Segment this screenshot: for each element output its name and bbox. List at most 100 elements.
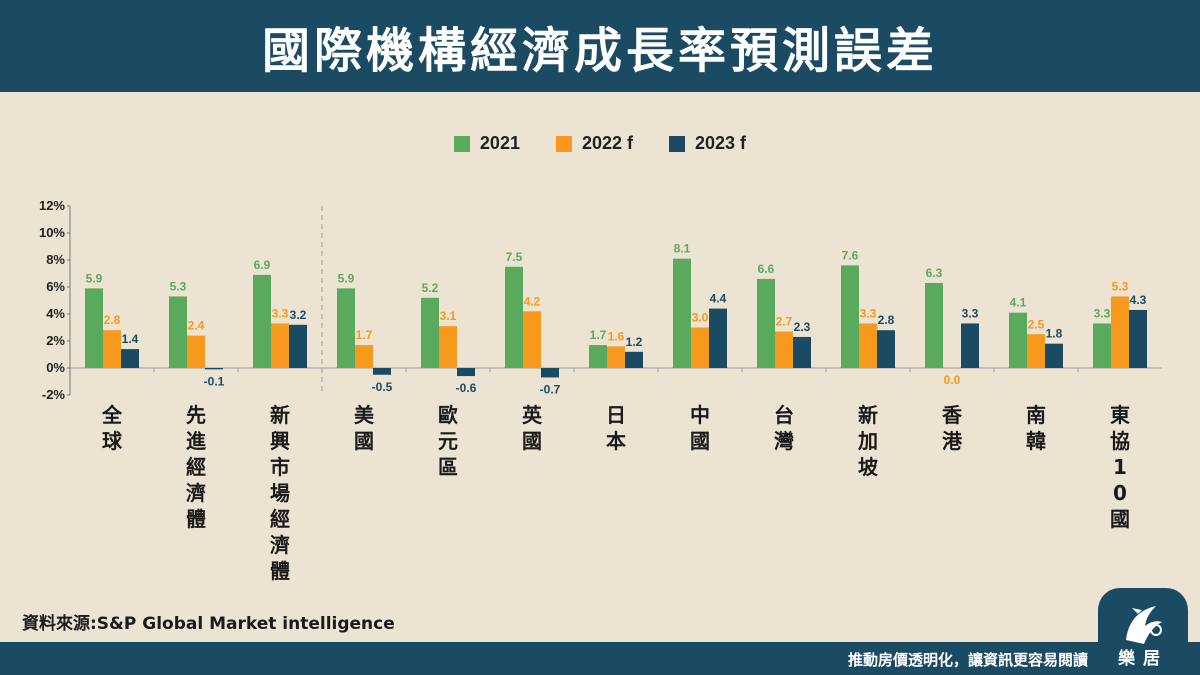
data-label: -0.1 [204, 374, 225, 388]
category-label: 歐 [438, 403, 458, 427]
bar [607, 346, 625, 368]
category-label: 中 [690, 403, 710, 427]
bar [505, 266, 523, 368]
data-label: 4.3 [1130, 293, 1147, 307]
bar [103, 330, 121, 368]
bar [457, 368, 475, 377]
y-tick-label: 10% [39, 225, 65, 240]
data-label: 0.0 [944, 373, 961, 387]
category-label: 經 [270, 507, 290, 531]
data-label: -0.7 [540, 382, 561, 396]
category-label: 本 [606, 429, 626, 453]
bar [673, 258, 691, 368]
legend-swatch-2023 [669, 135, 686, 152]
data-label: 6.6 [758, 262, 775, 276]
y-tick-label: 6% [46, 279, 65, 294]
data-label: 6.3 [926, 266, 943, 280]
data-label: 2.5 [1028, 317, 1045, 331]
legend-swatch-2021 [453, 135, 470, 152]
category-label: 新 [270, 403, 290, 427]
category-label: 南 [1026, 403, 1046, 427]
category-label: 新 [858, 403, 878, 427]
data-label: 5.3 [170, 279, 187, 293]
data-label: -0.5 [372, 380, 393, 394]
category-label: 香 [942, 403, 963, 427]
data-label: 2.8 [878, 313, 895, 327]
category-label: 體 [186, 507, 206, 531]
y-tick-label: 2% [46, 333, 65, 348]
bar [691, 327, 709, 368]
bar [1111, 296, 1129, 368]
data-label: 2.3 [794, 320, 811, 334]
category-label: 加 [857, 429, 878, 453]
bar [355, 345, 373, 368]
data-label: -0.6 [456, 381, 477, 395]
category-label: 台 [774, 403, 794, 427]
legend-item-2023: 2023 f [669, 133, 746, 154]
bar [121, 349, 139, 368]
data-label: 1.8 [1046, 327, 1063, 341]
data-label: 7.6 [842, 248, 859, 262]
bar [523, 311, 541, 368]
category-label: 協 [1110, 429, 1130, 453]
bar [1045, 343, 1063, 368]
category-label: 坡 [858, 455, 879, 479]
data-label: 3.3 [962, 306, 979, 320]
bar [421, 297, 439, 368]
category-label: 區 [438, 455, 458, 479]
y-tick-label: 8% [46, 252, 65, 267]
data-label: 3.3 [272, 306, 289, 320]
data-label: 1.6 [608, 329, 625, 343]
data-label: 8.1 [674, 242, 691, 256]
data-label: 3.1 [440, 309, 457, 323]
legend-label-2022: 2022 f [581, 133, 634, 153]
bar [961, 323, 979, 368]
bar [625, 351, 643, 368]
data-label: 4.4 [710, 292, 727, 306]
bar [289, 324, 307, 368]
category-label: 英 [522, 403, 543, 427]
category-label: 先 [186, 403, 206, 427]
data-label: 5.9 [338, 271, 355, 285]
bar [439, 326, 457, 368]
category-label: 0 [1113, 481, 1127, 505]
data-label: 7.5 [506, 250, 523, 264]
legend-item-2022: 2022 f [555, 133, 634, 154]
bar [1129, 309, 1147, 368]
bar [859, 323, 877, 368]
bar [1093, 323, 1111, 368]
data-label: 4.1 [1010, 296, 1027, 310]
data-label: 3.3 [860, 306, 877, 320]
data-label: 2.8 [104, 313, 121, 327]
bird-logo-icon [1126, 606, 1162, 644]
data-label: 4.2 [524, 294, 541, 308]
bar [925, 282, 943, 368]
data-label: 2.4 [188, 319, 205, 333]
category-label: 東 [1110, 403, 1130, 427]
data-label: 1.4 [122, 332, 139, 346]
data-label: 1.7 [356, 328, 373, 342]
y-tick-label: 0% [46, 360, 65, 375]
category-label: 灣 [774, 429, 794, 453]
bar [373, 368, 391, 375]
category-label: 國 [1110, 507, 1130, 531]
legend-swatch-2022 [555, 135, 572, 152]
y-tick-label: -2% [42, 387, 66, 402]
bar [337, 288, 355, 368]
bar [841, 265, 859, 368]
category-label: 韓 [1026, 429, 1046, 453]
data-label: 1.2 [626, 335, 643, 349]
bar [205, 368, 223, 370]
legend-item-2021: 2021 [453, 133, 520, 154]
bar [1027, 334, 1045, 368]
bar [709, 308, 727, 368]
legend-label-2021: 2021 [479, 133, 520, 153]
data-label: 5.3 [1112, 279, 1129, 293]
category-label: 濟 [186, 481, 206, 505]
category-label: 經 [186, 455, 206, 479]
bar [271, 323, 289, 368]
source-note: 資料來源:S&P Global Market intelligence [22, 614, 395, 634]
bar [85, 288, 103, 368]
category-label: 國 [354, 429, 374, 453]
category-label: 市 [270, 455, 290, 479]
